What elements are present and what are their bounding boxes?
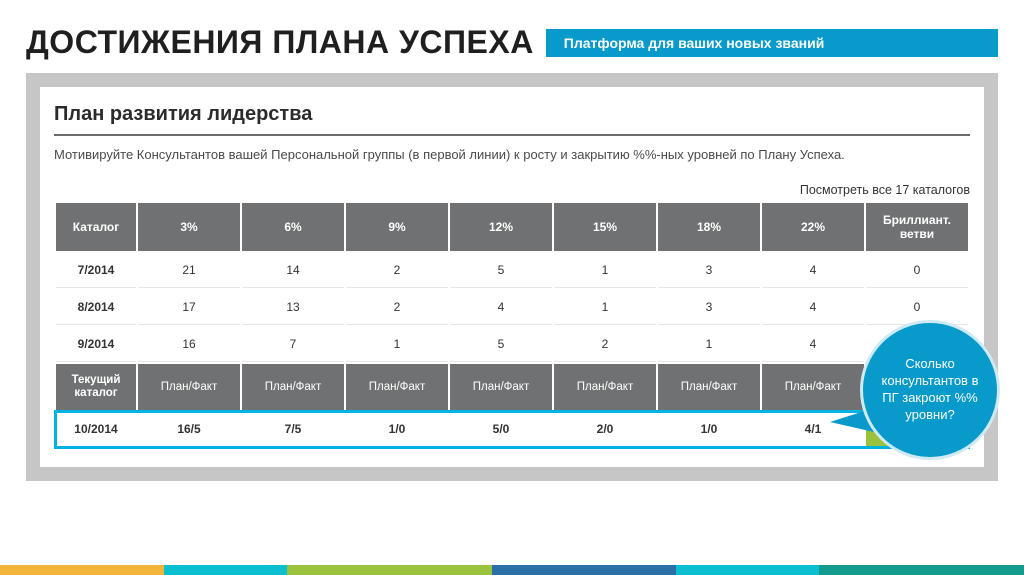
cell: 2 bbox=[554, 327, 656, 362]
col-header: 12% bbox=[450, 203, 552, 251]
cell: 1 bbox=[346, 327, 448, 362]
subhead-cell: План/Факт bbox=[138, 364, 240, 410]
cell: 4 bbox=[762, 253, 864, 288]
callout-bubble: Сколько консультантов в ПГ закроют %% ур… bbox=[860, 320, 1000, 460]
col-header: 6% bbox=[242, 203, 344, 251]
cell: 7/5 bbox=[242, 412, 344, 447]
cell: 2/0 bbox=[554, 412, 656, 447]
cell: 1/0 bbox=[346, 412, 448, 447]
callout: Сколько консультантов в ПГ закроют %% ур… bbox=[860, 320, 1020, 480]
view-all-link[interactable]: Посмотреть все 17 каталогов bbox=[54, 183, 970, 197]
cell: 5/0 bbox=[450, 412, 552, 447]
cell: 7 bbox=[242, 327, 344, 362]
col-header: Каталог bbox=[56, 203, 136, 251]
cell: 5 bbox=[450, 253, 552, 288]
page-title: ДОСТИЖЕНИЯ ПЛАНА УСПЕХА bbox=[26, 24, 534, 61]
cell: 0 bbox=[866, 253, 968, 288]
cell: 2 bbox=[346, 253, 448, 288]
subhead-cell: План/Факт bbox=[762, 364, 864, 410]
cell: 16 bbox=[138, 327, 240, 362]
row-label: 9/2014 bbox=[56, 327, 136, 362]
stripe-seg bbox=[287, 565, 492, 575]
col-header: Бриллиант. ветви bbox=[866, 203, 968, 251]
cell: 1 bbox=[554, 253, 656, 288]
subhead-cell: План/Факт bbox=[242, 364, 344, 410]
subhead-cell: План/Факт bbox=[346, 364, 448, 410]
subhead-first: Текущий каталог bbox=[56, 364, 136, 410]
cell: 13 bbox=[242, 290, 344, 325]
stripe-seg bbox=[164, 565, 287, 575]
cell: 1 bbox=[658, 327, 760, 362]
cell: 4 bbox=[762, 327, 864, 362]
col-header: 9% bbox=[346, 203, 448, 251]
cell: 5 bbox=[450, 327, 552, 362]
stripe-seg bbox=[492, 565, 676, 575]
cell: 17 bbox=[138, 290, 240, 325]
col-header: 18% bbox=[658, 203, 760, 251]
col-header: 3% bbox=[138, 203, 240, 251]
row-label: 10/2014 bbox=[56, 412, 136, 447]
subtitle-badge: Платформа для ваших новых званий bbox=[546, 29, 998, 57]
cell: 1/0 bbox=[658, 412, 760, 447]
table-header-row: Каталог 3% 6% 9% 12% 15% 18% 22% Бриллиа… bbox=[56, 203, 968, 251]
cell: 14 bbox=[242, 253, 344, 288]
cell: 3 bbox=[658, 253, 760, 288]
col-header: 15% bbox=[554, 203, 656, 251]
cell: 2 bbox=[346, 290, 448, 325]
subhead-cell: План/Факт bbox=[450, 364, 552, 410]
cell: 4 bbox=[450, 290, 552, 325]
col-header: 22% bbox=[762, 203, 864, 251]
subhead-cell: План/Факт bbox=[658, 364, 760, 410]
table-row: 9/2014 16 7 1 5 2 1 4 0 bbox=[56, 327, 968, 362]
cell: 3 bbox=[658, 290, 760, 325]
stripe-seg bbox=[0, 565, 164, 575]
bottom-stripe bbox=[0, 565, 1024, 575]
stripe-seg bbox=[819, 565, 1024, 575]
header: ДОСТИЖЕНИЯ ПЛАНА УСПЕХА Платформа для ва… bbox=[0, 0, 1024, 73]
table-row: 7/2014 21 14 2 5 1 3 4 0 bbox=[56, 253, 968, 288]
row-label: 7/2014 bbox=[56, 253, 136, 288]
table-row: 8/2014 17 13 2 4 1 3 4 0 bbox=[56, 290, 968, 325]
subhead-cell: План/Факт bbox=[554, 364, 656, 410]
cell: 1 bbox=[554, 290, 656, 325]
row-label: 8/2014 bbox=[56, 290, 136, 325]
cell: 21 bbox=[138, 253, 240, 288]
panel-description: Мотивируйте Консультантов вашей Персонал… bbox=[54, 146, 970, 165]
cell: 4 bbox=[762, 290, 864, 325]
panel-heading: План развития лидерства bbox=[54, 95, 970, 136]
stripe-seg bbox=[676, 565, 819, 575]
table-subheader-row: Текущий каталог План/Факт План/Факт План… bbox=[56, 364, 968, 410]
cell: 16/5 bbox=[138, 412, 240, 447]
